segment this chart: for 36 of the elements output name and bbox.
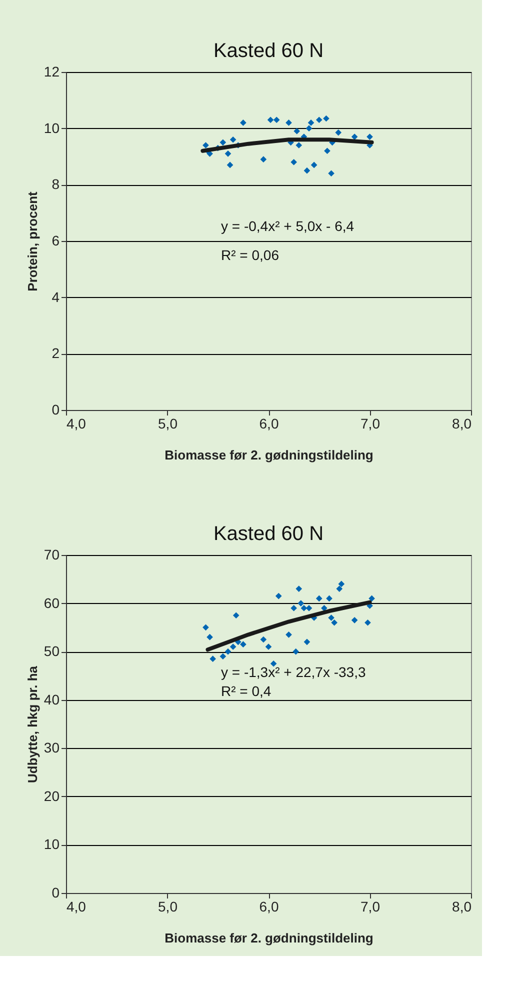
- y-tick-label: 0: [52, 884, 60, 900]
- x-axis-title: Biomasse før 2. gødningstildeling: [164, 930, 374, 946]
- y-tick-label: 6: [52, 232, 60, 248]
- y-tick-label: 50: [44, 643, 60, 660]
- y-tick-label: 0: [52, 402, 60, 418]
- y-tick-label: 12: [44, 64, 60, 80]
- x-axis-title: Biomasse før 2. gødningstildeling: [164, 448, 374, 462]
- x-tick-label: 7,0: [360, 898, 380, 914]
- y-tick-label: 10: [44, 836, 60, 852]
- x-tick-label: 6,0: [259, 898, 279, 914]
- y-tick-label: 20: [44, 788, 60, 804]
- y-tick-label: 70: [44, 546, 60, 562]
- x-tick-label: 4,0: [66, 898, 86, 914]
- x-tick-label: 6,0: [259, 416, 279, 432]
- x-tick-label: 8,0: [452, 416, 472, 432]
- y-tick-label: 4: [52, 288, 60, 305]
- y-axis-title: Udbytte, hkg pr. ha: [24, 665, 40, 784]
- chart-title: Kasted 60 N: [213, 523, 324, 545]
- y-tick-label: 60: [44, 594, 60, 611]
- y-tick-label: 8: [52, 176, 60, 192]
- y-tick-label: 2: [52, 345, 60, 362]
- annotation: R² = 0,4: [221, 683, 272, 699]
- y-tick-label: 30: [44, 740, 60, 756]
- chart-title: Kasted 60 N: [213, 40, 324, 62]
- x-tick-label: 5,0: [158, 898, 178, 914]
- y-axis-title: Protein, procent: [24, 190, 40, 292]
- annotation: y = -0,4x² + 5,0x - 6,4: [221, 218, 354, 234]
- y-tick-label: 10: [44, 120, 60, 136]
- x-tick-label: 4,0: [66, 416, 86, 432]
- annotation: R² = 0,06: [221, 247, 280, 263]
- annotation: y = -1,3x² + 22,7x -33,3: [221, 664, 366, 680]
- line-series: [200, 138, 374, 153]
- x-tick-label: 7,0: [360, 416, 380, 432]
- x-tick-label: 5,0: [158, 416, 178, 432]
- x-tick-label: 8,0: [452, 898, 472, 914]
- y-tick-label: 40: [44, 691, 60, 708]
